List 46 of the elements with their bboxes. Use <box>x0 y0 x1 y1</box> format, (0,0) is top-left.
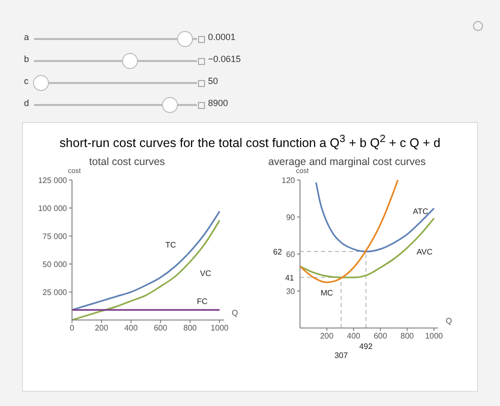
ref-line-label: 307 <box>334 351 348 360</box>
text: a <box>24 32 30 42</box>
x-tick-label: 600 <box>154 324 168 333</box>
text: b <box>24 54 30 64</box>
x-tick-label: 400 <box>346 332 361 341</box>
ref-line-label: 62 <box>273 248 283 257</box>
chart-title: average and marginal cost curves <box>267 156 427 168</box>
x-tick-label: 200 <box>320 332 334 341</box>
ref-line-label: 492 <box>359 342 374 351</box>
x-tick-label: 1000 <box>425 332 444 341</box>
line-series <box>72 220 220 320</box>
line-series <box>72 210 220 311</box>
text: short-run cost curves for the total cost function a Q$^{3}$ + b Q$^{2}$ + c Q + d <box>58 134 442 150</box>
series-label: AVC <box>416 247 433 256</box>
y-tick-label: 125 000 <box>38 176 68 185</box>
y-tick-label: 25 000 <box>42 288 68 297</box>
y-tick-label: 60 <box>286 250 296 259</box>
x-tick-label: 800 <box>183 324 198 333</box>
text: −0.0615 <box>208 54 241 64</box>
x-axis-title: Q <box>446 316 452 326</box>
series-label: TC <box>165 240 176 250</box>
text: 8900 <box>208 98 228 108</box>
line-series <box>300 217 435 278</box>
y-tick-label: 75 000 <box>42 232 68 241</box>
text: c <box>24 76 28 86</box>
x-tick-label: 800 <box>400 332 414 341</box>
chart-title: total cost curves <box>89 156 165 168</box>
x-tick-label: 200 <box>94 324 109 333</box>
text: 50 <box>208 76 218 86</box>
y-tick-label: 100 000 <box>38 204 68 213</box>
x-axis-title: Q <box>232 308 238 318</box>
y-tick-label: 50 000 <box>42 260 68 269</box>
series-label: VC <box>200 268 212 278</box>
y-tick-label: 30 <box>286 286 296 296</box>
y-tick-label: 90 <box>286 212 296 222</box>
x-tick-label: 1000 <box>210 324 230 333</box>
text: 0.0001 <box>208 32 236 42</box>
text: d <box>24 98 30 108</box>
series-label: FC <box>196 296 208 306</box>
y-tick-label: 120 <box>282 176 296 185</box>
x-tick-label: 0 <box>70 324 75 333</box>
x-tick-label: 600 <box>374 332 388 341</box>
series-label: ATC <box>412 206 429 216</box>
x-tick-label: 400 <box>124 324 138 333</box>
series-label: MC <box>320 288 334 298</box>
ref-line-label: 41 <box>285 273 295 282</box>
